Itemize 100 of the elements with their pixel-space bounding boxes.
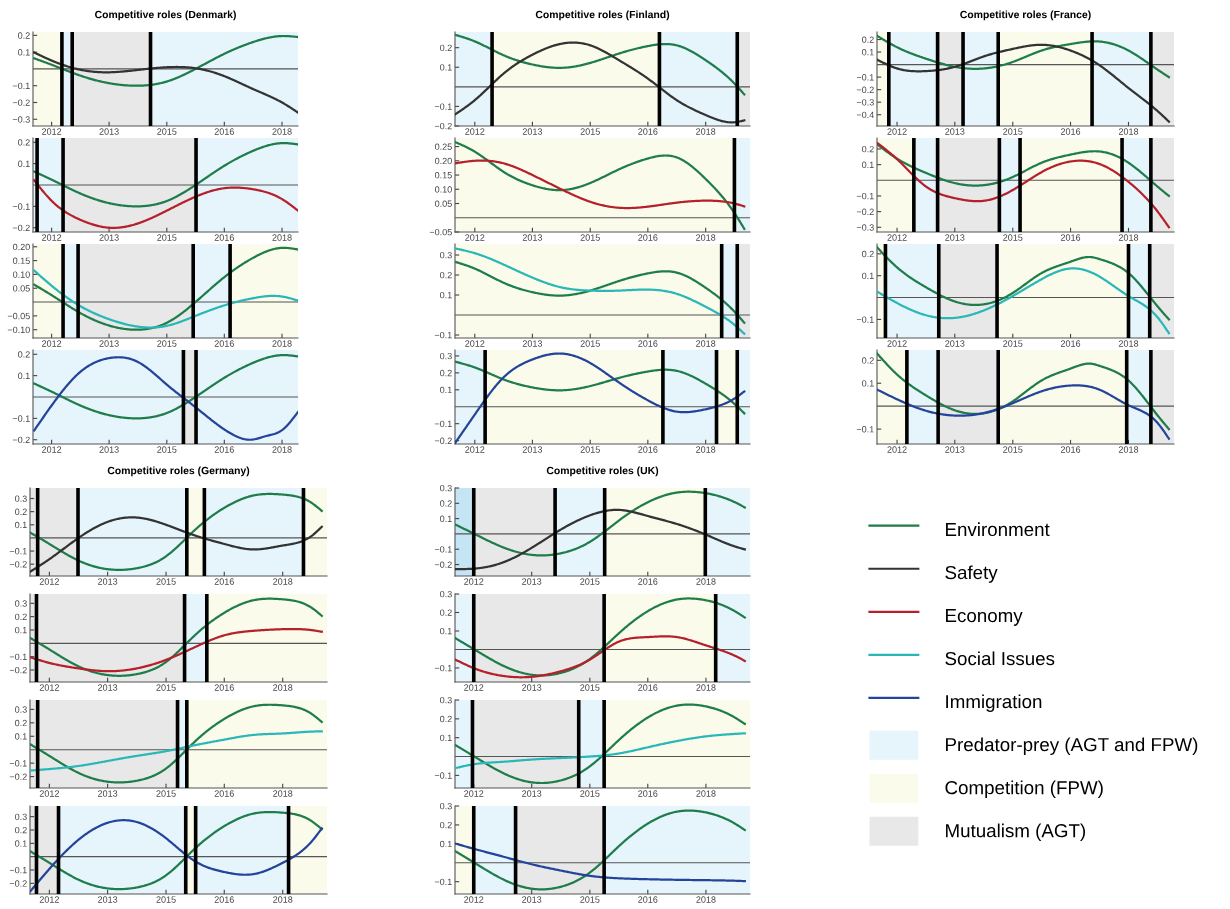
x-tick-label: 2016 bbox=[1060, 446, 1081, 453]
y-tick-label: 0.2 bbox=[862, 145, 874, 153]
y-tick-label: −0.2 bbox=[434, 437, 452, 444]
y-tick-label: −0.2 bbox=[9, 561, 27, 568]
x-tick-label: 2018 bbox=[1118, 128, 1139, 135]
y-tick-label: −0.1 bbox=[12, 415, 30, 422]
x-tick-label: 2018 bbox=[696, 446, 716, 453]
x-tick-label: 2015 bbox=[157, 446, 177, 453]
x-tick-label: 2012 bbox=[39, 790, 59, 797]
x-tick-label: 2018 bbox=[273, 578, 293, 585]
y-tick-label: 0.20 bbox=[13, 243, 30, 251]
y-tick-label: 0.3 bbox=[15, 706, 27, 713]
y-tick-label: −0.1 bbox=[856, 192, 874, 200]
x-tick-label: 2013 bbox=[522, 340, 543, 347]
x-tick-label: 2015 bbox=[580, 234, 600, 241]
x-tick-label: 2018 bbox=[696, 128, 716, 135]
x-tick-label: 2013 bbox=[522, 446, 543, 453]
x-tick-label: 2018 bbox=[696, 896, 716, 903]
x-tick-label: 2018 bbox=[1118, 234, 1139, 241]
x-tick-label: 2016 bbox=[1060, 128, 1081, 135]
y-tick-label: −0.1 bbox=[856, 426, 874, 433]
y-tick-label: 0.05 bbox=[435, 200, 452, 207]
x-tick-label: 2012 bbox=[465, 446, 485, 453]
x-tick-label: 2012 bbox=[464, 790, 484, 797]
x-tick-label: 2015 bbox=[157, 234, 177, 241]
x-tick-label: 2012 bbox=[465, 128, 485, 135]
y-tick-label: 0.2 bbox=[862, 357, 874, 364]
y-tick-label: −0.1 bbox=[434, 664, 452, 672]
x-tick-label: 2015 bbox=[157, 128, 177, 135]
x-tick-label: 2012 bbox=[887, 234, 907, 241]
y-tick-label: 0.05 bbox=[13, 285, 30, 292]
legend-label: Environment bbox=[946, 522, 1050, 537]
y-tick-label: −0.4 bbox=[856, 111, 874, 119]
x-tick-label: 2015 bbox=[580, 790, 600, 797]
y-tick-label: −0.1 bbox=[856, 74, 874, 81]
x-tick-label: 2012 bbox=[465, 340, 485, 347]
x-tick-label: 2015 bbox=[156, 896, 176, 903]
y-tick-label: 0.3 bbox=[440, 484, 452, 492]
x-tick-label: 2012 bbox=[464, 684, 484, 691]
legend-label: Predator-prey (AGT and FPW) bbox=[946, 737, 1198, 755]
y-tick-label: 0.3 bbox=[15, 600, 27, 607]
y-tick-label: 0.3 bbox=[440, 590, 452, 598]
x-tick-label: 2013 bbox=[522, 684, 542, 691]
x-tick-label: 2016 bbox=[214, 790, 234, 797]
y-tick-label: −0.1 bbox=[434, 103, 452, 110]
y-tick-label: 0.2 bbox=[440, 500, 452, 507]
x-tick-label: 2012 bbox=[39, 896, 59, 903]
x-tick-label: 2016 bbox=[638, 896, 658, 903]
chart-title: Competitive roles (UK) bbox=[546, 466, 659, 477]
legend-label: Competition (FPW) bbox=[945, 780, 1103, 799]
x-tick-label: 2012 bbox=[887, 128, 907, 135]
x-tick-label: 2013 bbox=[99, 340, 119, 347]
x-tick-label: 2015 bbox=[157, 340, 177, 347]
legend-label: Immigration bbox=[946, 694, 1042, 712]
y-tick-label: 0.3 bbox=[15, 495, 27, 502]
x-tick-label: 2012 bbox=[887, 446, 907, 453]
y-tick-label: 0.2 bbox=[440, 821, 452, 829]
x-tick-label: 2013 bbox=[98, 896, 118, 903]
x-tick-label: 2016 bbox=[638, 684, 658, 691]
y-tick-label: −0.3 bbox=[856, 99, 874, 106]
x-tick-label: 2015 bbox=[580, 446, 600, 453]
x-tick-label: 2012 bbox=[39, 684, 59, 691]
x-tick-label: 2013 bbox=[522, 234, 543, 241]
x-tick-label: 2015 bbox=[1003, 234, 1023, 241]
x-tick-label: 2012 bbox=[464, 578, 484, 585]
x-tick-label: 2016 bbox=[1060, 234, 1081, 241]
y-tick-label: 0.10 bbox=[435, 186, 452, 193]
y-tick-label: −0.1 bbox=[434, 546, 452, 553]
y-tick-label: 0.3 bbox=[440, 696, 452, 704]
x-tick-label: 2012 bbox=[464, 896, 484, 903]
y-tick-label: 0.1 bbox=[440, 291, 452, 299]
x-tick-label: 2016 bbox=[1060, 340, 1081, 347]
y-tick-label: 0.2 bbox=[15, 826, 27, 834]
y-tick-label: −0.1 bbox=[9, 760, 27, 767]
legend-label: Mutualism (AGT) bbox=[946, 823, 1086, 842]
x-tick-label: 2016 bbox=[214, 684, 234, 691]
x-tick-label: 2013 bbox=[522, 578, 542, 585]
x-tick-label: 2012 bbox=[42, 446, 62, 453]
legend-label: Social Issues bbox=[945, 651, 1055, 666]
x-tick-label: 2015 bbox=[580, 578, 600, 585]
x-tick-label: 2015 bbox=[156, 578, 176, 585]
y-tick-label: −0.2 bbox=[9, 773, 27, 780]
x-tick-label: 2018 bbox=[696, 234, 716, 241]
y-tick-label: −0.1 bbox=[9, 653, 27, 661]
y-tick-label: −0.3 bbox=[856, 224, 874, 231]
x-tick-label: 2015 bbox=[156, 684, 176, 691]
x-tick-label: 2018 bbox=[272, 340, 292, 347]
x-tick-label: 2018 bbox=[273, 790, 293, 797]
x-tick-label: 2018 bbox=[696, 578, 716, 585]
y-tick-label: 0.1 bbox=[440, 840, 452, 848]
x-tick-label: 2018 bbox=[272, 446, 292, 453]
y-tick-label: −0.05 bbox=[7, 312, 30, 320]
x-tick-label: 2013 bbox=[522, 128, 543, 135]
x-tick-label: 2016 bbox=[638, 234, 658, 241]
y-tick-label: 0.3 bbox=[440, 251, 452, 259]
x-tick-label: 2016 bbox=[638, 790, 658, 797]
x-tick-label: 2013 bbox=[522, 896, 542, 903]
x-tick-label: 2018 bbox=[696, 340, 716, 347]
x-tick-label: 2018 bbox=[272, 234, 292, 241]
y-tick-label: 0.15 bbox=[435, 172, 452, 179]
